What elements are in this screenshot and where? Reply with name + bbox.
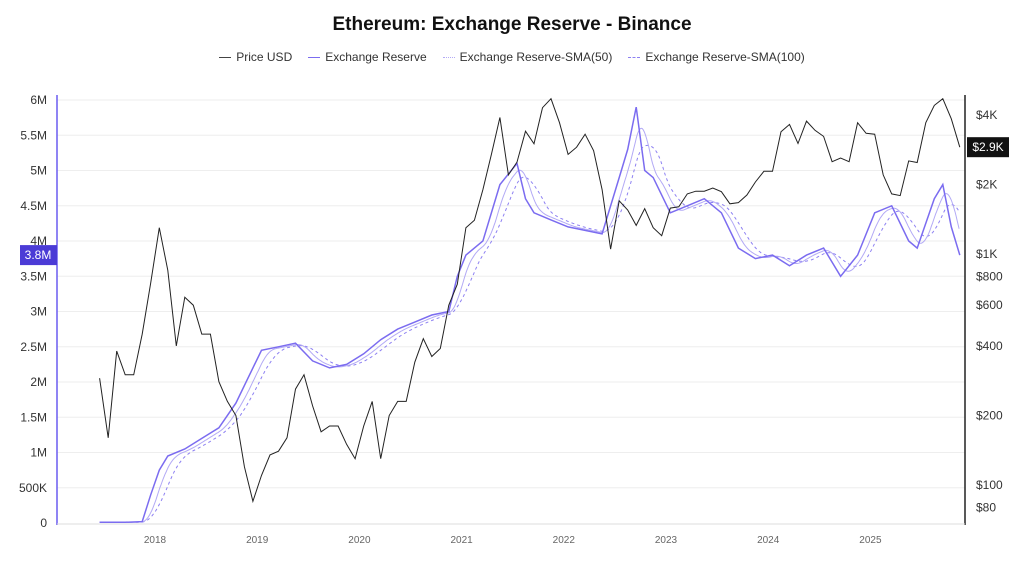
y-right-tick-label: $4K (976, 108, 997, 122)
legend-swatch-sma50 (442, 56, 455, 58)
y-right-tick-label: $600 (976, 298, 1003, 312)
x-tick-label: 2020 (348, 535, 371, 546)
legend-item-sma50[interactable]: Exchange Reserve-SMA(50) (442, 50, 613, 64)
legend-item-sma100[interactable]: Exchange Reserve-SMA(100) (628, 50, 805, 64)
y-left-tick-label: 5M (30, 164, 47, 178)
x-tick-label: 2023 (655, 535, 678, 546)
y-left-tick-label: 3.5M (20, 269, 47, 283)
sma50-line (99, 127, 960, 523)
exchange-reserve-line (99, 106, 961, 524)
legend: Price USD Exchange Reserve Exchange Rese… (0, 50, 1024, 64)
price-current-badge (967, 137, 1009, 158)
price-current-value: $2.9K (972, 140, 1003, 154)
reserve-current-badge (20, 245, 57, 266)
x-tick-label: 2022 (553, 535, 576, 546)
y-left-tick-label: 4.5M (20, 199, 47, 213)
y-left-tick-label: 4M (30, 234, 47, 248)
x-tick-label: 2025 (859, 535, 882, 546)
x-tick-label: 2024 (757, 535, 780, 546)
legend-label: Exchange Reserve-SMA(50) (459, 50, 613, 64)
legend-label: Price USD (236, 50, 293, 64)
y-left-tick-label: 5.5M (20, 128, 47, 142)
legend-label: Exchange Reserve (325, 50, 427, 64)
y-left-tick-label: 3M (30, 305, 47, 319)
y-left-tick-label: 2.5M (20, 340, 47, 354)
x-tick-label: 2021 (450, 535, 473, 546)
legend-swatch-sma100 (628, 56, 641, 58)
x-tick-label: 2018 (144, 535, 167, 546)
y-left-tick-label: 500K (19, 481, 47, 495)
legend-label: Exchange Reserve-SMA(100) (645, 50, 805, 64)
y-right-tick-label: $100 (976, 478, 1003, 492)
chart-title: Ethereum: Exchange Reserve - Binance (332, 14, 692, 35)
sma100-line (99, 144, 960, 523)
reserve-current-value: 3.8M (25, 248, 52, 262)
y-left-tick-label: 6M (30, 93, 47, 107)
y-left-tick-label: 1M (30, 446, 47, 460)
legend-swatch-price (219, 56, 232, 58)
legend-swatch-reserve (308, 56, 321, 58)
x-tick-label: 2019 (246, 535, 269, 546)
y-right-tick-label: $80 (976, 500, 996, 514)
y-right-tick-label: $800 (976, 269, 1003, 283)
y-left-tick-label: 0 (40, 516, 47, 530)
y-right-tick-label: $2K (976, 177, 997, 191)
legend-item-reserve[interactable]: Exchange Reserve (308, 50, 427, 64)
y-right-tick-label: $400 (976, 339, 1003, 353)
legend-item-price[interactable]: Price USD (219, 50, 292, 64)
y-right-tick-label: $1K (976, 247, 997, 261)
y-right-tick-label: $200 (976, 408, 1003, 422)
y-left-tick-label: 2M (30, 375, 47, 389)
y-left-tick-label: 1.5M (20, 410, 47, 424)
price-line (99, 97, 961, 504)
